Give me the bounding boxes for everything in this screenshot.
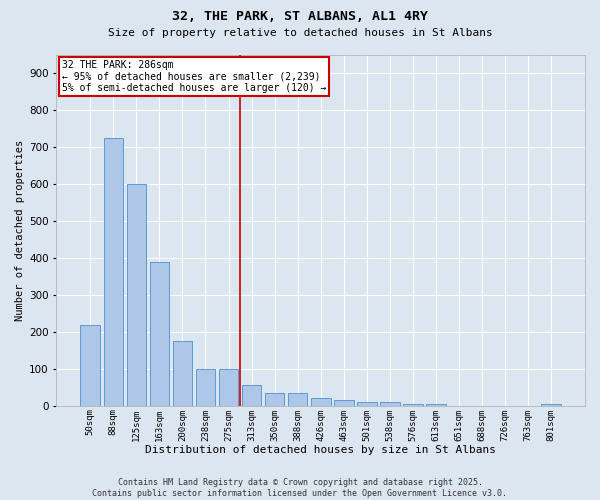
Text: 32, THE PARK, ST ALBANS, AL1 4RY: 32, THE PARK, ST ALBANS, AL1 4RY [172, 10, 428, 23]
Bar [242, 386, 262, 406]
Text: 32 THE PARK: 286sqm
← 95% of detached houses are smaller (2,239)
5% of semi-deta: 32 THE PARK: 286sqm ← 95% of detached ho… [62, 60, 326, 94]
Bar [403, 404, 422, 406]
Bar [426, 404, 446, 406]
Bar [380, 402, 400, 406]
Bar [149, 262, 169, 406]
Text: Contains HM Land Registry data © Crown copyright and database right 2025.
Contai: Contains HM Land Registry data © Crown c… [92, 478, 508, 498]
Bar [104, 138, 123, 406]
Text: Size of property relative to detached houses in St Albans: Size of property relative to detached ho… [107, 28, 493, 38]
Bar [265, 393, 284, 406]
Bar [196, 369, 215, 406]
Bar [219, 369, 238, 406]
Bar [288, 393, 307, 406]
Bar [173, 341, 192, 406]
Bar [541, 404, 561, 406]
X-axis label: Distribution of detached houses by size in St Albans: Distribution of detached houses by size … [145, 445, 496, 455]
Bar [334, 400, 353, 406]
Bar [127, 184, 146, 406]
Bar [80, 324, 100, 406]
Bar [311, 398, 331, 406]
Bar [357, 402, 377, 406]
Y-axis label: Number of detached properties: Number of detached properties [15, 140, 25, 321]
